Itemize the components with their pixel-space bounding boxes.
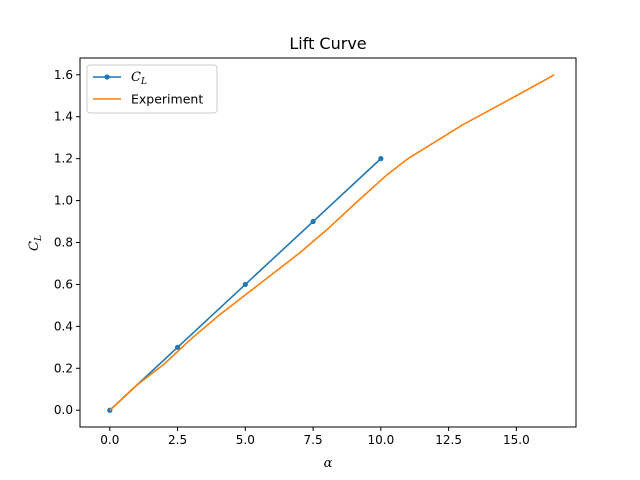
- y-tick-label: 0.2: [54, 361, 73, 375]
- series-0-point: [378, 156, 384, 162]
- x-axis-label: α: [324, 456, 333, 471]
- x-tick-label: 0.0: [100, 433, 119, 447]
- x-tick-label: 7.5: [304, 433, 323, 447]
- legend-label-experiment: Experiment: [131, 92, 203, 107]
- x-tick-label: 2.5: [168, 433, 187, 447]
- series-0-point: [174, 344, 181, 350]
- y-axis-label: CL: [27, 235, 44, 251]
- y-tick-label: 1.2: [54, 152, 73, 166]
- legend-label-cl: CL: [131, 70, 147, 87]
- series-layer: [107, 74, 555, 413]
- series-line-1: [109, 74, 555, 411]
- legend: CL Experiment: [86, 64, 218, 114]
- x-tick-label: 5.0: [236, 433, 255, 447]
- legend-marker-cl: [104, 74, 110, 80]
- x-tick-label: 12.5: [435, 433, 462, 447]
- y-tick-label: 1.6: [54, 68, 73, 82]
- plot-frame: [79, 57, 577, 428]
- chart-title: Lift Curve: [289, 34, 366, 53]
- x-tick-label: 10.0: [367, 433, 394, 447]
- y-tick-label: 1.0: [54, 194, 73, 208]
- x-tick-label: 15.0: [503, 433, 530, 447]
- y-tick-label: 0.0: [54, 403, 73, 417]
- y-tick-label: 1.4: [54, 110, 73, 124]
- series-0-point: [310, 218, 316, 225]
- x-axis-ticks: 0.0 2.5 5.0 7.5 10.0 12.5 15.0: [100, 427, 530, 447]
- y-tick-label: 0.8: [54, 236, 73, 250]
- series-0-point: [242, 281, 248, 288]
- y-tick-label: 0.6: [54, 277, 73, 291]
- y-tick-label: 0.4: [54, 319, 73, 333]
- y-axis-ticks: 0.0 0.2 0.4 0.6 0.8 1.0 1.2 1.4 1.6: [54, 68, 80, 417]
